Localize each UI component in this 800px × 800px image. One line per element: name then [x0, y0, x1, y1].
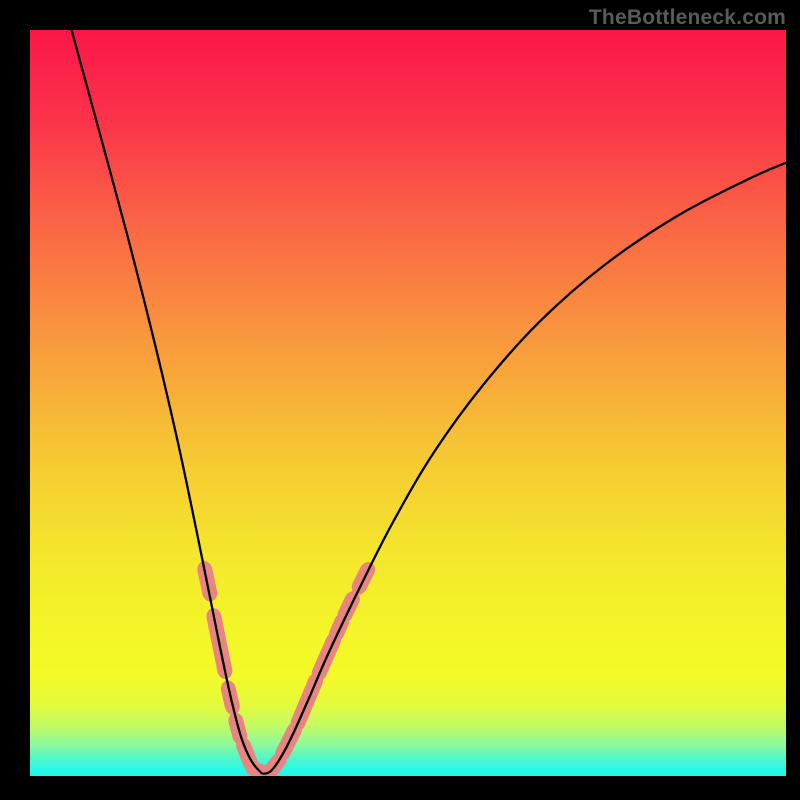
watermark-text: TheBottleneck.com — [589, 6, 786, 30]
chart-svg — [30, 30, 786, 776]
chart-plot-area — [30, 30, 786, 776]
outer-frame: TheBottleneck.com — [0, 0, 800, 800]
background-rect — [30, 30, 786, 776]
